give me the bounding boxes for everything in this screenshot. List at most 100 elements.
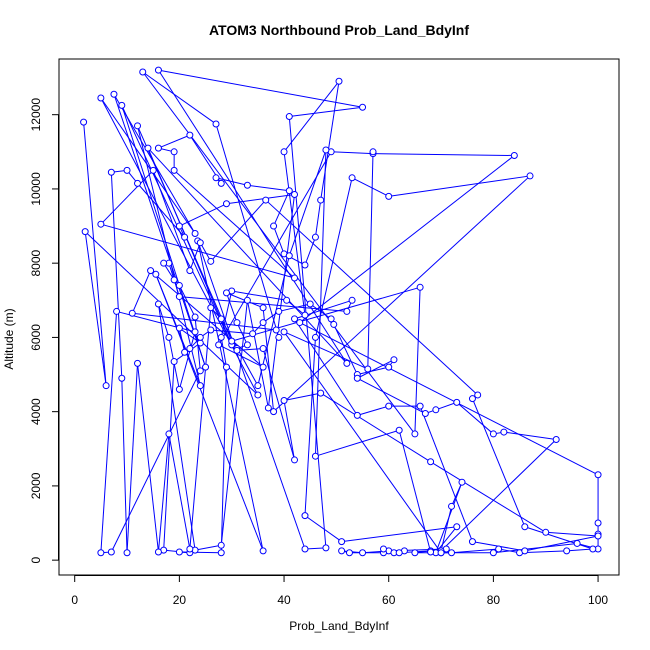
x-tick-label: 40: [277, 593, 291, 607]
series-segment: [220, 290, 233, 338]
data-point: [416, 402, 424, 410]
data-point: [134, 179, 142, 187]
series-segment: [320, 81, 340, 201]
series-segment: [314, 177, 353, 338]
data-point: [110, 90, 118, 98]
data-point: [181, 233, 189, 241]
data-point: [458, 478, 466, 486]
data-point: [262, 196, 270, 204]
series-segment: [503, 431, 557, 440]
data-point: [154, 548, 162, 556]
data-point: [186, 267, 194, 275]
data-point: [165, 430, 173, 438]
data-point: [264, 404, 272, 412]
series-segment: [289, 106, 363, 118]
data-point: [521, 547, 529, 555]
series-segment: [304, 515, 342, 542]
data-point: [107, 548, 115, 556]
series-segment: [493, 542, 578, 554]
y-tick-label: 8000: [29, 250, 43, 277]
series-segment: [236, 348, 264, 351]
data-point: [416, 283, 424, 291]
series-segment: [210, 329, 253, 335]
series-lines: [83, 69, 599, 554]
data-point: [217, 541, 225, 549]
data-point: [563, 547, 571, 555]
series-segment: [226, 194, 295, 205]
y-tick-label: 4000: [29, 398, 43, 425]
data-point: [594, 519, 602, 527]
series-segment: [333, 324, 358, 375]
series-segment: [273, 190, 290, 227]
data-point: [301, 512, 309, 520]
series-segment: [110, 172, 123, 379]
data-point: [196, 333, 204, 341]
data-point: [301, 545, 309, 553]
data-point: [283, 296, 291, 304]
data-point: [228, 337, 236, 345]
series-segment: [294, 318, 358, 416]
data-point: [207, 257, 215, 265]
data-point: [102, 382, 110, 390]
data-point: [196, 239, 204, 247]
data-point: [259, 304, 267, 312]
data-point: [453, 398, 461, 406]
series-segment: [142, 71, 217, 125]
data-point: [259, 345, 267, 353]
data-point: [500, 428, 508, 436]
series-segment: [566, 548, 593, 552]
data-point: [411, 430, 419, 438]
series-segment: [121, 378, 128, 553]
data-point: [118, 374, 126, 382]
data-point: [489, 549, 497, 557]
data-point: [152, 270, 160, 278]
data-point: [123, 166, 131, 174]
data-point: [348, 296, 356, 304]
series-segment: [304, 337, 316, 516]
data-point: [191, 313, 199, 321]
chart-title: ATOM3 Northbound Prob_Land_BdyInf: [209, 22, 469, 38]
data-point: [322, 544, 330, 552]
series-segment: [189, 307, 212, 550]
data-point: [81, 228, 89, 236]
series-segment: [137, 125, 233, 342]
data-point: [202, 363, 210, 371]
series-segment: [137, 363, 159, 553]
data-point: [191, 229, 199, 237]
x-tick-label: 80: [487, 593, 501, 607]
data-point: [186, 545, 194, 553]
series-segment: [147, 147, 348, 364]
series-segment: [357, 405, 389, 416]
data-point: [170, 276, 178, 284]
series-segment: [100, 97, 196, 234]
series-segment: [545, 531, 599, 537]
data-point: [338, 547, 346, 555]
data-point: [285, 187, 293, 195]
series-segment: [267, 194, 296, 409]
data-point: [270, 408, 278, 416]
data-point: [594, 532, 602, 540]
series-segment: [168, 433, 191, 550]
series-segment: [126, 363, 139, 553]
data-point: [296, 319, 304, 327]
data-point: [207, 304, 215, 312]
series-segment: [524, 526, 593, 550]
data-point: [139, 68, 147, 76]
x-tick-label: 60: [382, 593, 396, 607]
data-point: [186, 131, 194, 139]
data-point: [280, 397, 288, 405]
y-axis: 0 2000 4000 6000 8000 10000 12000: [29, 98, 59, 563]
series-segment: [419, 405, 473, 542]
data-point: [335, 77, 343, 85]
data-point: [306, 300, 314, 308]
series-segment: [158, 69, 363, 108]
y-tick-label: 2000: [29, 472, 43, 499]
data-point: [212, 120, 220, 128]
data-point: [311, 333, 319, 341]
series-segment: [524, 535, 599, 552]
data-point: [243, 341, 251, 349]
data-point: [107, 168, 115, 176]
data-point: [301, 311, 309, 319]
y-axis-label: Altitude (m): [2, 308, 16, 369]
data-point: [175, 385, 183, 393]
